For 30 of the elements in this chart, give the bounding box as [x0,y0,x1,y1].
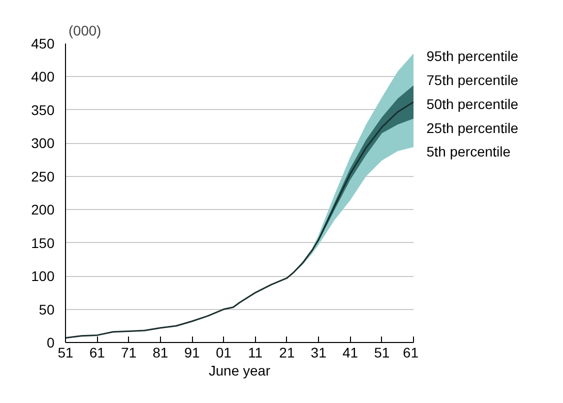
y-tick-label: 250 [31,168,55,184]
x-tick-label: 81 [152,344,168,360]
text: 95th percentile [426,48,519,64]
text: 25th percentile [426,120,519,136]
x-tick-label: 21 [279,344,295,360]
x-tick-label: 61 [402,344,419,360]
x-tick-label: 51 [374,344,390,360]
y-tick-label: 350 [31,102,55,118]
y-tick-label: 50 [38,301,55,318]
x-tick-label: 41 [342,344,358,360]
x-axis-title: June year [208,362,271,378]
y-tick-label: 450 [31,36,55,52]
text: 50th percentile [426,96,519,112]
y-tick-label: 200 [31,202,55,218]
x-tick-label: 91 [184,344,200,360]
y-axis-title: (000) [68,22,102,38]
line-series [66,101,414,339]
y-tick-label: 400 [31,68,55,85]
x-tick-label: 71 [120,344,137,360]
x-tick-label: 51 [58,344,74,360]
text: 75th percentile [426,72,519,88]
y-tick-label: 100 [31,268,55,284]
x-tick-label: 01 [216,344,232,360]
x-tick-label: 61 [89,344,106,360]
text: 5th percentile [426,144,511,160]
y-tick-label: 150 [31,234,55,251]
y-tick-label: 0 [46,334,55,350]
x-tick-label: 11 [248,344,263,360]
y-tick-label: 300 [31,135,55,152]
x-tick-label: 31 [310,344,327,360]
